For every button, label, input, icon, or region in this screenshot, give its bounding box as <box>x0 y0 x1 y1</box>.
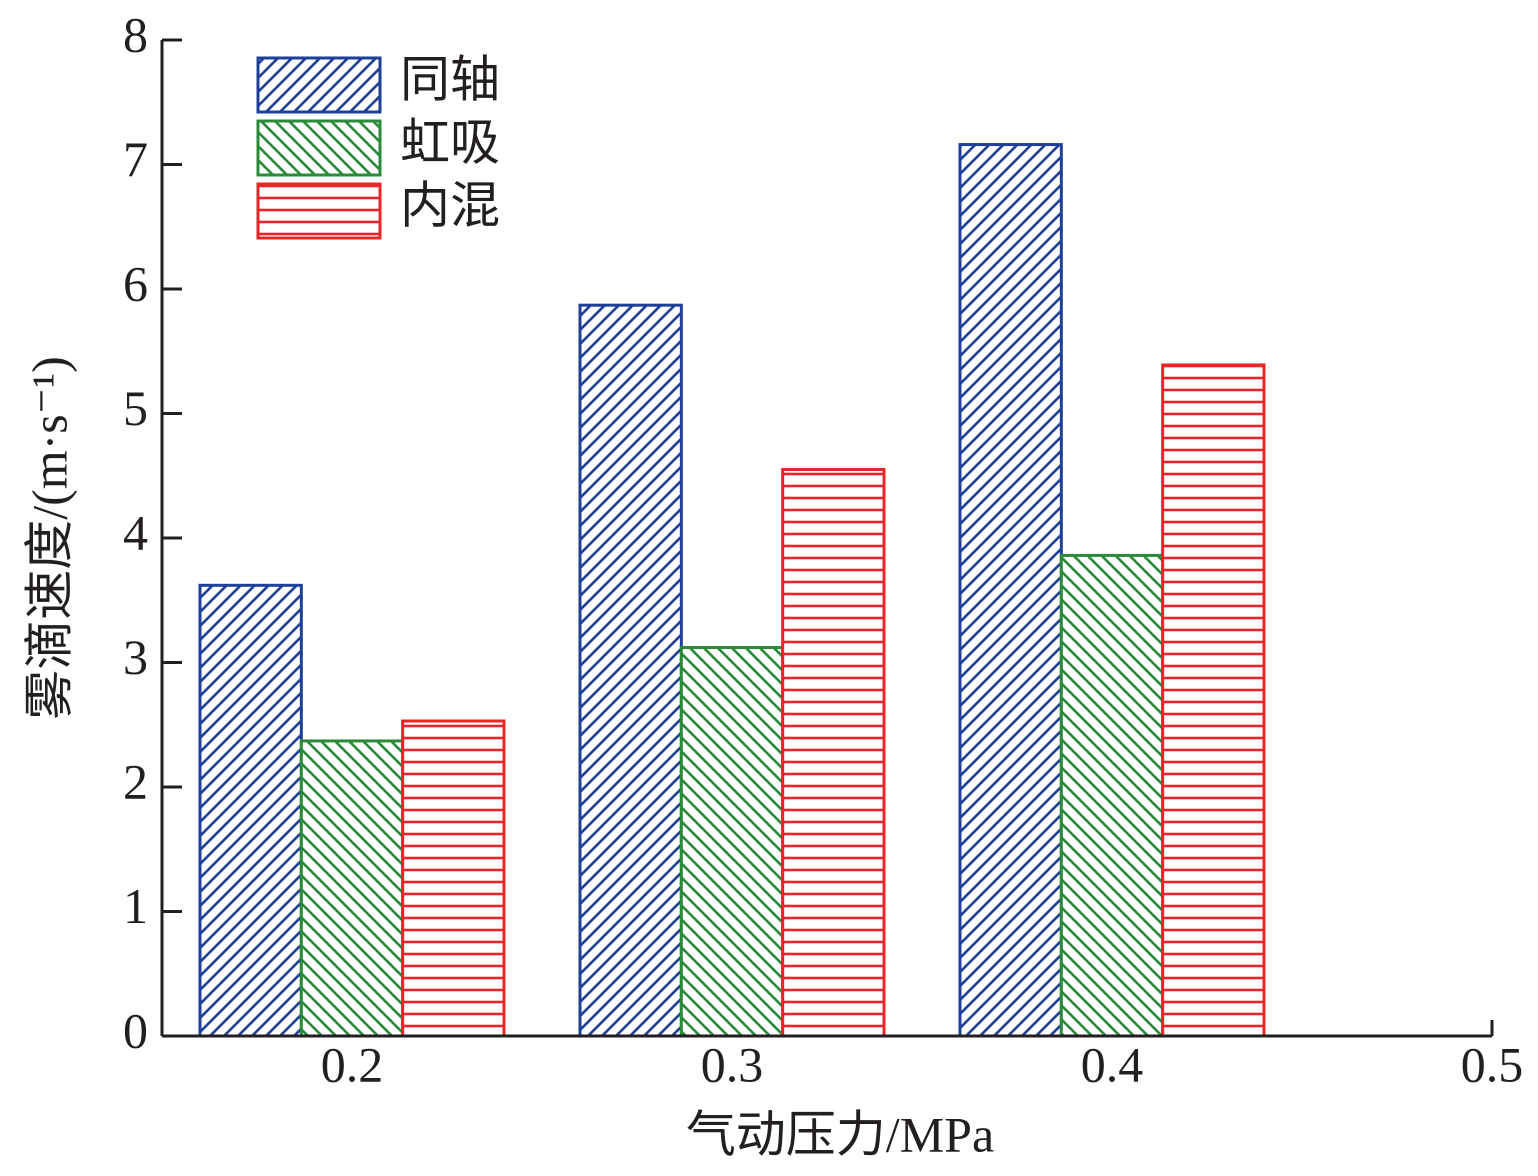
bar <box>401 719 506 1038</box>
legend-label: 虹吸 <box>400 114 500 170</box>
legend-label: 内混 <box>400 177 500 233</box>
x-tick-label: 0.5 <box>1461 1036 1524 1092</box>
y-tick-label: 5 <box>123 380 148 436</box>
bar <box>1161 363 1266 1038</box>
legend-label: 同轴 <box>400 51 500 107</box>
bar <box>198 583 303 1038</box>
bar <box>578 303 683 1038</box>
legend-swatch <box>256 56 382 114</box>
y-tick-label: 0 <box>123 1002 148 1058</box>
y-tick-label: 4 <box>123 504 148 560</box>
y-tick-label: 8 <box>123 6 148 62</box>
x-axis-title: 气动压力/MPa <box>686 1106 994 1162</box>
legend-swatch <box>256 182 382 240</box>
y-tick-label: 7 <box>123 131 148 187</box>
x-tick-label: 0.2 <box>321 1036 384 1092</box>
bar <box>679 646 785 1038</box>
bar <box>781 468 886 1038</box>
y-tick-label: 2 <box>123 753 148 809</box>
x-tick-label: 0.3 <box>701 1036 764 1092</box>
y-tick-label: 3 <box>123 629 148 685</box>
x-tick-label: 0.4 <box>1081 1036 1144 1092</box>
y-tick-label: 1 <box>123 878 148 934</box>
legend-swatch <box>256 119 382 177</box>
bar <box>1059 553 1165 1038</box>
bar <box>958 143 1063 1038</box>
y-axis-title: 雾滴速度/(m·s⁻¹) <box>21 356 77 720</box>
y-tick-label: 6 <box>123 255 148 311</box>
bar <box>299 739 405 1038</box>
